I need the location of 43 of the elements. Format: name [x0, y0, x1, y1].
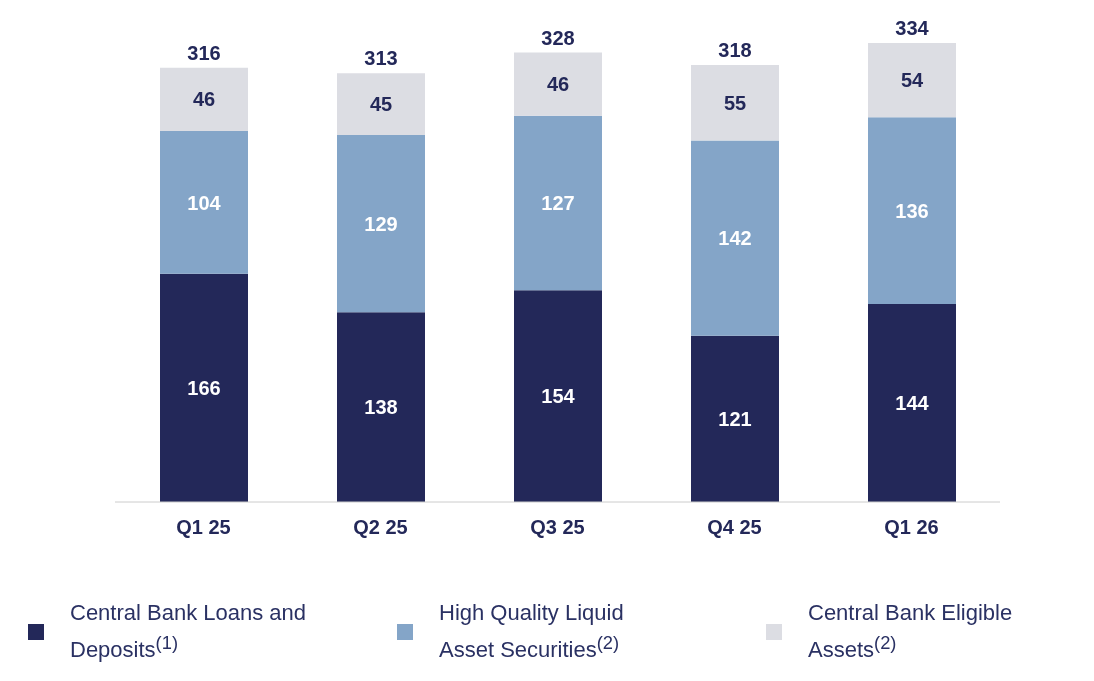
x-tick-label: Q4 25 — [707, 516, 762, 539]
bar — [868, 304, 956, 502]
bar — [160, 67, 248, 131]
bar — [868, 43, 956, 118]
data-label: 46 — [192, 88, 216, 111]
bar — [514, 290, 602, 502]
data-label: 129 — [364, 212, 398, 235]
total-label: 316 — [187, 41, 221, 64]
legend-label: High Quality Liquid Asset Securities$^{(2)}$ — [439, 599, 625, 665]
data-label: 154 — [541, 385, 576, 408]
bar — [337, 312, 425, 502]
x-tick-label: Q1 26 — [884, 516, 939, 539]
data-label: 45 — [369, 93, 393, 116]
data-label: 54 — [900, 69, 924, 92]
bar — [337, 73, 425, 136]
bar — [160, 273, 248, 502]
bar — [160, 130, 248, 274]
data-label: 142 — [718, 227, 752, 250]
data-label: 104 — [187, 191, 222, 214]
x-tick-label: Q2 25 — [353, 516, 408, 539]
total-label: 318 — [718, 38, 752, 61]
data-label: 46 — [546, 73, 570, 96]
data-label: 138 — [364, 396, 398, 419]
data-label: 55 — [723, 91, 747, 114]
total-label: 328 — [541, 26, 575, 49]
legend-label: Central Bank Eligible Assets$^{(2)}$ — [808, 599, 1014, 665]
bar — [514, 115, 602, 291]
data-label: 144 — [895, 392, 930, 415]
bar — [691, 64, 779, 141]
x-tick-label: Q1 25 — [176, 516, 231, 539]
bar — [691, 140, 779, 336]
data-label: 166 — [187, 377, 221, 400]
data-label: 121 — [718, 407, 752, 430]
total-label: 334 — [895, 17, 930, 39]
x-tick-label: Q3 25 — [530, 516, 585, 539]
bar — [514, 52, 602, 116]
data-label: 127 — [541, 192, 575, 215]
bar — [691, 335, 779, 502]
data-label: 136 — [895, 199, 929, 222]
total-label: 313 — [364, 47, 398, 70]
bar — [337, 135, 425, 313]
bar — [868, 117, 956, 305]
legend-label: Central Bank Loans and Deposits$^{(1)}$ — [70, 599, 308, 665]
